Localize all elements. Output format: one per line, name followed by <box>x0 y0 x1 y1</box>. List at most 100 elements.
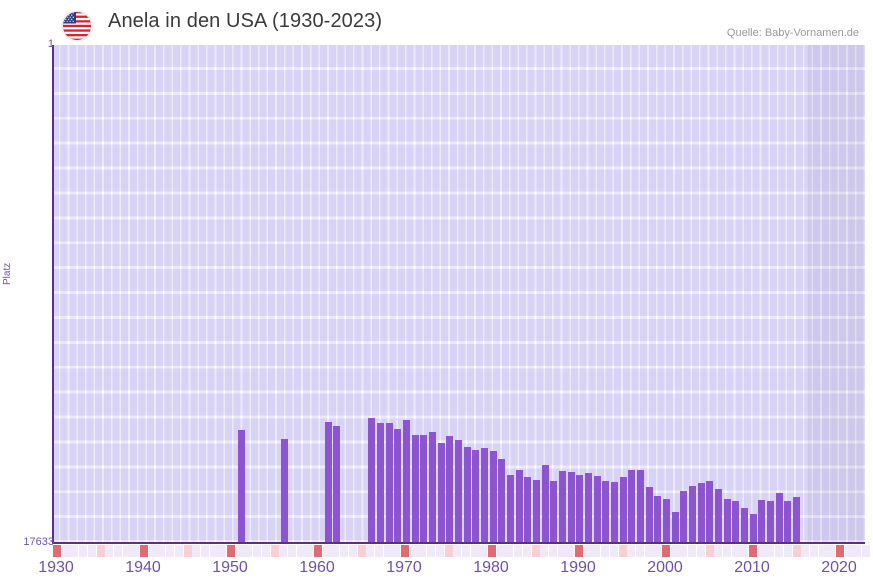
bar-2010[interactable] <box>698 483 705 543</box>
x-tick-2023 <box>862 545 871 557</box>
bar-1975[interactable] <box>394 429 401 543</box>
x-tick-2007 <box>722 545 731 557</box>
x-tick-1957 <box>287 545 296 557</box>
x-tick-2018 <box>818 545 827 557</box>
x-tick-1950 <box>227 545 235 557</box>
x-tick-1975 <box>444 545 453 557</box>
y-axis-label-bottom: 17633 <box>23 536 54 548</box>
bar-1974[interactable] <box>386 423 393 543</box>
x-tick-1959 <box>305 545 314 557</box>
bar-2001[interactable] <box>620 477 627 543</box>
x-tick-1953 <box>253 545 262 557</box>
x-tick-1937 <box>113 545 122 557</box>
bar-1998[interactable] <box>594 476 601 543</box>
bar-2000[interactable] <box>611 482 618 543</box>
bar-1982[interactable] <box>455 440 462 543</box>
x-tick-2006 <box>714 545 723 557</box>
bar-2003[interactable] <box>637 470 644 543</box>
bar-2021[interactable] <box>793 497 800 543</box>
us-flag-icon <box>62 11 92 41</box>
x-tick-1945 <box>183 545 192 557</box>
x-tick-1976 <box>453 545 462 557</box>
bar-2014[interactable] <box>732 501 739 543</box>
x-tick-1930 <box>53 545 61 557</box>
bar-2020[interactable] <box>784 501 791 543</box>
bar-1972[interactable] <box>368 418 375 543</box>
bar-1978[interactable] <box>420 435 427 543</box>
bar-1988[interactable] <box>507 475 514 543</box>
x-tick-2012 <box>766 545 775 557</box>
bar-1973[interactable] <box>377 423 384 543</box>
y-axis-title: Platz <box>2 262 13 285</box>
bar-1995[interactable] <box>568 472 575 543</box>
x-tick-2004 <box>696 545 705 557</box>
bar-2017[interactable] <box>758 500 765 543</box>
x-tick-2003 <box>688 545 697 557</box>
bar-1987[interactable] <box>498 459 505 543</box>
bar-2006[interactable] <box>663 499 670 543</box>
bar-1983[interactable] <box>464 447 471 543</box>
x-axis-line <box>52 542 865 544</box>
x-tick-1932 <box>70 545 79 557</box>
bar-2011[interactable] <box>706 481 713 543</box>
x-tick-1955 <box>270 545 279 557</box>
x-tick-1946 <box>192 545 201 557</box>
x-axis-label-2000: 2000 <box>647 559 683 576</box>
x-tick-1943 <box>166 545 175 557</box>
bar-1979[interactable] <box>429 432 436 543</box>
bar-1962[interactable] <box>281 439 288 543</box>
x-tick-1985 <box>531 545 540 557</box>
bar-1993[interactable] <box>550 481 557 543</box>
x-tick-1988 <box>557 545 566 557</box>
x-tick-1979 <box>479 545 488 557</box>
bar-1990[interactable] <box>524 477 531 543</box>
x-axis-label-1990: 1990 <box>560 559 596 576</box>
x-tick-2014 <box>783 545 792 557</box>
bar-1980[interactable] <box>438 443 445 543</box>
bar-2016[interactable] <box>750 514 757 543</box>
x-tick-2011 <box>757 545 766 557</box>
bar-1999[interactable] <box>602 481 609 543</box>
x-tick-1968 <box>383 545 392 557</box>
x-tick-2002 <box>679 545 688 557</box>
bar-2018[interactable] <box>767 501 774 543</box>
bar-1989[interactable] <box>516 470 523 543</box>
x-tick-1990 <box>575 545 583 557</box>
bar-1977[interactable] <box>412 435 419 543</box>
bar-1996[interactable] <box>576 475 583 543</box>
bar-1997[interactable] <box>585 473 592 543</box>
bar-2019[interactable] <box>776 493 783 543</box>
bar-1976[interactable] <box>403 420 410 543</box>
bar-2015[interactable] <box>741 508 748 543</box>
x-tick-1982 <box>505 545 514 557</box>
bar-2007[interactable] <box>672 512 679 543</box>
bar-1984[interactable] <box>472 450 479 543</box>
bar-1985[interactable] <box>481 448 488 543</box>
bar-2009[interactable] <box>689 486 696 543</box>
bar-1968[interactable] <box>333 426 340 543</box>
bar-1991[interactable] <box>533 480 540 543</box>
x-tick-1960 <box>314 545 322 557</box>
x-tick-1935 <box>96 545 105 557</box>
x-tick-1962 <box>331 545 340 557</box>
bar-2005[interactable] <box>654 496 661 543</box>
bar-1967[interactable] <box>325 422 332 543</box>
bar-1992[interactable] <box>542 465 549 543</box>
x-tick-1940 <box>140 545 148 557</box>
bar-1957[interactable] <box>238 430 245 543</box>
bar-2008[interactable] <box>680 491 687 543</box>
bar-2012[interactable] <box>715 489 722 543</box>
x-tick-1997 <box>635 545 644 557</box>
bar-2004[interactable] <box>646 487 653 543</box>
x-tick-1934 <box>87 545 96 557</box>
bar-2013[interactable] <box>724 499 731 543</box>
x-tick-1951 <box>235 545 244 557</box>
x-tick-2001 <box>670 545 679 557</box>
x-tick-2021 <box>844 545 853 557</box>
bar-1994[interactable] <box>559 471 566 543</box>
bar-2002[interactable] <box>628 470 635 543</box>
x-tick-2010 <box>749 545 757 557</box>
x-tick-1954 <box>261 545 270 557</box>
bar-1981[interactable] <box>446 436 453 543</box>
bar-1986[interactable] <box>490 451 497 543</box>
